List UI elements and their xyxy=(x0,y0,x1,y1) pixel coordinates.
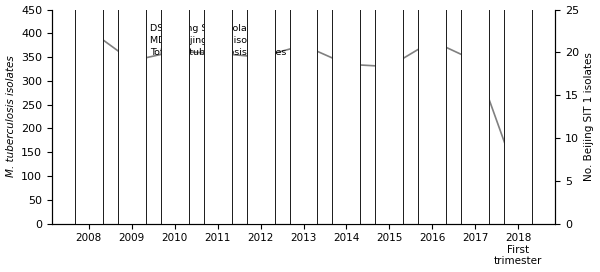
Y-axis label: No. Beijing SIT 1 isolates: No. Beijing SIT 1 isolates xyxy=(584,52,595,181)
Total M. tuberculosis isolates xyxy=(472,59,479,63)
Total M. tuberculosis isolates xyxy=(85,28,92,31)
Bar xyxy=(161,0,188,224)
Line: Total M. tuberculosis isolates: Total M. tuberculosis isolates xyxy=(89,30,518,181)
Y-axis label: M. tuberculosis isolates: M. tuberculosis isolates xyxy=(5,56,16,177)
Legend: DS Beijing SIT1 isolates, MDR Beijing SIT1 isolates, Total M. tuberculosis isola: DS Beijing SIT1 isolates, MDR Beijing SI… xyxy=(127,21,290,61)
Bar xyxy=(461,0,489,224)
Bar xyxy=(203,0,232,224)
Bar xyxy=(332,0,361,224)
Total M. tuberculosis isolates xyxy=(343,63,350,66)
Bar xyxy=(247,0,275,224)
Bar xyxy=(290,0,317,224)
Total M. tuberculosis isolates xyxy=(429,39,436,43)
Total M. tuberculosis isolates xyxy=(171,50,178,53)
Bar xyxy=(75,0,103,224)
Total M. tuberculosis isolates xyxy=(515,179,522,182)
Bar xyxy=(118,0,146,224)
Total M. tuberculosis isolates xyxy=(128,59,136,63)
Bar xyxy=(504,0,532,224)
Total M. tuberculosis isolates xyxy=(257,55,264,59)
Total M. tuberculosis isolates xyxy=(386,65,393,68)
Total M. tuberculosis isolates xyxy=(300,44,307,47)
Total M. tuberculosis isolates xyxy=(214,52,221,55)
Bar xyxy=(376,0,403,224)
Bar xyxy=(418,0,446,224)
